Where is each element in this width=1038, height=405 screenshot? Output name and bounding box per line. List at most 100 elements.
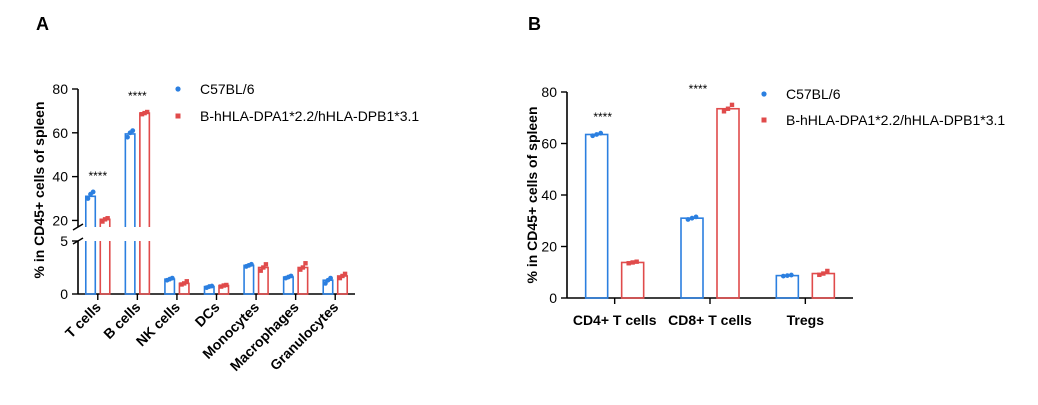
data-point [721,109,727,114]
data-point [169,275,175,281]
data-point [224,282,229,288]
data-point [693,214,699,220]
significance-t-cells: **** [88,169,107,183]
data-point [130,128,136,134]
legend-marker-humanized [175,113,181,119]
bar-tregs-1 [811,272,836,299]
data-point [300,265,306,270]
data-point [780,273,786,279]
panel-b-annotations: **** **** [593,82,707,124]
bar-cd4-t-cells-0 [584,133,609,299]
bar-upper-b-cells-1 [139,112,151,227]
data-point [184,279,189,284]
x-label-granulocytes: Granulocytes [267,299,342,374]
y-tick-label: 20 [541,239,557,255]
data-point [817,272,822,278]
bar-lower-b-cells-1 [139,241,151,295]
panel-b-x-labels: CD4+ T cells CD8+ T cells Tregs [573,298,824,328]
data-point [139,111,145,117]
data-point [825,268,830,274]
y-tick-label: 5 [60,233,68,249]
panel-b: B % in CD45+ cells of spleen 0 20 40 60 80 C… [524,14,1005,328]
data-point [821,271,826,276]
panel-a-legend: C57BL/6 B-hHLA-DPA1*2.2/hHLA-DPB1*3.1 [175,81,419,124]
data-point [105,216,110,221]
panel-a-bars [84,109,349,295]
panel-b-bars [584,102,836,299]
data-point [249,261,254,267]
y-tick-label: 20 [52,212,68,228]
x-label-tregs: Tregs [787,312,825,328]
data-point [263,262,269,267]
legend-label-humanized: B-hHLA-DPA1*2.2/hHLA-DPB1*3.1 [200,108,419,124]
bar-upper-b-cells-0 [124,133,136,227]
axis-break-mark [72,223,84,231]
data-point [590,133,596,139]
data-point [179,282,184,287]
data-point [725,106,731,111]
data-point [630,260,635,265]
x-label-dcs: DCs [191,299,222,330]
x-label-cd8-t-cells: CD8+ T cells [668,312,752,328]
bar-upper-t-cells-0 [84,195,97,227]
y-tick-label: 60 [541,136,557,152]
data-point [100,219,105,224]
y-tick-label: 80 [541,84,557,100]
data-point [626,261,631,266]
data-point [298,267,303,272]
panel-b-ylabel: % in CD45+ cells of spleen [524,106,540,283]
data-point [258,268,263,273]
data-point [342,271,348,277]
y-tick-label: 60 [52,125,68,141]
y-tick-label: 40 [541,187,557,203]
data-point [634,259,639,264]
bar-cd8-t-cells-1 [716,107,740,299]
data-point [181,281,187,286]
bar-lower-b-cells-0 [124,241,136,295]
data-point [303,261,308,266]
significance-b-cells: **** [128,89,147,103]
data-point [337,275,343,281]
legend-label-c57bl6: C57BL/6 [200,81,255,97]
significance-cd4-t-cells: **** [593,110,612,124]
data-point [221,283,226,288]
y-tick-label: 0 [549,290,557,306]
data-point [788,272,794,278]
legend-label-c57bl6: C57BL/6 [786,86,841,102]
data-point [261,265,266,270]
panel-a: A % in CD45+ cells of spleen 0520406080 … [31,14,419,374]
bar-lower-t-cells-0 [84,241,97,295]
data-point [209,283,215,289]
data-point [90,189,96,195]
panel-b-legend: C57BL/6 B-hHLA-DPA1*2.2/hHLA-DPB1*3.1 [761,86,1005,128]
data-point [145,109,150,115]
data-point [784,273,790,278]
panel-a-letter: A [36,14,49,34]
data-point [102,217,108,222]
data-point [142,110,147,116]
bar-lower-t-cells-1 [99,241,111,295]
y-tick-label: 40 [52,169,68,185]
legend-marker-humanized [761,117,767,123]
bar-cd4-t-cells-1 [620,261,645,299]
legend-label-humanized: B-hHLA-DPA1*2.2/hHLA-DPB1*3.1 [786,112,1005,128]
significance-cd8-t-cells: **** [689,82,708,96]
x-label-t-cells: T cells [62,299,104,341]
panel-a-annotations: **** **** [88,89,147,183]
panel-a-ylabel: % in CD45+ cells of spleen [31,101,47,278]
legend-marker-c57bl6 [175,86,181,92]
data-point [322,281,328,286]
data-point [125,134,130,140]
data-point [685,217,691,222]
legend-marker-c57bl6 [761,91,767,97]
x-label-cd4-t-cells: CD4+ T cells [573,312,657,328]
x-label-macrophages: Macrophages [227,299,302,374]
data-point [594,132,600,137]
panel-b-letter: B [528,14,541,34]
data-point [328,275,333,281]
bar-cd8-t-cells-0 [680,217,704,299]
y-tick-label: 0 [60,286,68,302]
data-point [340,273,345,279]
